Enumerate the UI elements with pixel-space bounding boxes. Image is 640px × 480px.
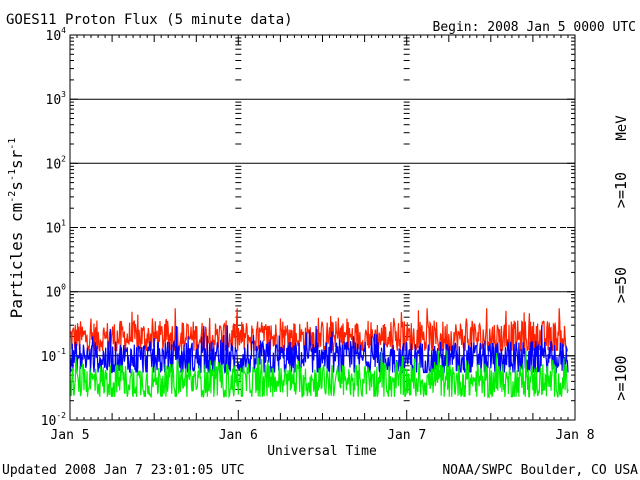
series-line <box>69 350 569 399</box>
updated-label: Updated 2008 Jan 7 23:01:05 UTC <box>2 463 245 478</box>
y-tick-label: 10-2 <box>41 411 66 429</box>
y-tick-label: 100 <box>46 283 67 301</box>
y-tick-label: 10-1 <box>41 347 66 365</box>
x-tick-labels: Jan 5 Jan 6 Jan 7 Jan 8 <box>50 428 594 443</box>
y-tick-label: 101 <box>46 219 67 237</box>
y-tick-label: 104 <box>46 26 67 44</box>
chart-title: GOES11 Proton Flux (5 minute data) <box>6 12 293 28</box>
y-axis-label: Particles cm-2s-1sr-1 <box>7 138 26 319</box>
unit-label: MeV <box>614 115 630 141</box>
x-tick-label: Jan 7 <box>387 428 426 443</box>
x-axis-label: Universal Time <box>267 444 377 459</box>
plot-frame <box>69 34 576 421</box>
x-tick-label: Jan 8 <box>555 428 594 443</box>
x-tick-label: Jan 6 <box>219 428 258 443</box>
y-tick-label: 103 <box>46 90 67 108</box>
begin-label: Begin: 2008 Jan 5 0000 UTC <box>433 20 637 35</box>
y-tick-label: 102 <box>46 154 67 172</box>
series-line <box>69 308 568 353</box>
x-tick-label: Jan 5 <box>50 428 89 443</box>
grid-lines <box>70 98 575 357</box>
y-tick-labels: 10-2 10-1 100 101 102 103 104 <box>41 26 66 429</box>
data-series <box>69 308 569 399</box>
legend-series-50: >=50 <box>612 267 630 303</box>
legend-series-10: >=10 <box>612 172 630 208</box>
credit-label: NOAA/SWPC Boulder, CO USA <box>442 463 638 478</box>
legend-series-100: >=100 <box>612 355 630 400</box>
